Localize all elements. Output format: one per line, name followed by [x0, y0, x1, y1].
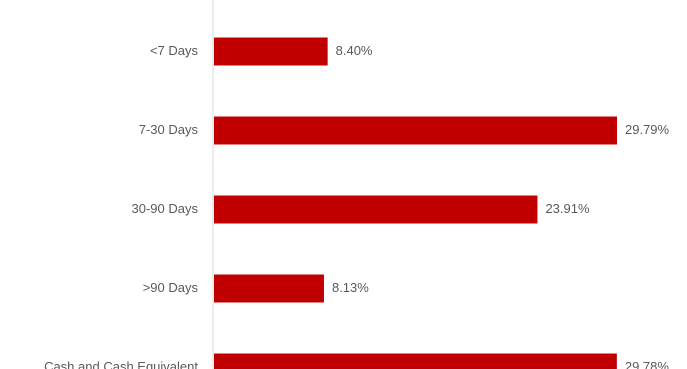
- category-label: <7 Days: [150, 43, 199, 58]
- category-label: 7-30 Days: [139, 122, 199, 137]
- data-label: 29.78%: [625, 359, 670, 369]
- data-label: 8.40%: [336, 43, 373, 58]
- data-label: 8.13%: [332, 280, 369, 295]
- bar: [214, 353, 617, 369]
- data-label: 23.91%: [545, 201, 590, 216]
- category-label: Cash and Cash Equivalent: [44, 359, 198, 369]
- data-label: 29.79%: [625, 122, 670, 137]
- bar: [214, 37, 328, 66]
- bar: [214, 116, 617, 145]
- category-label: >90 Days: [143, 280, 199, 295]
- bar: [214, 195, 538, 224]
- category-label: 30-90 Days: [132, 201, 199, 216]
- bar: [214, 274, 324, 303]
